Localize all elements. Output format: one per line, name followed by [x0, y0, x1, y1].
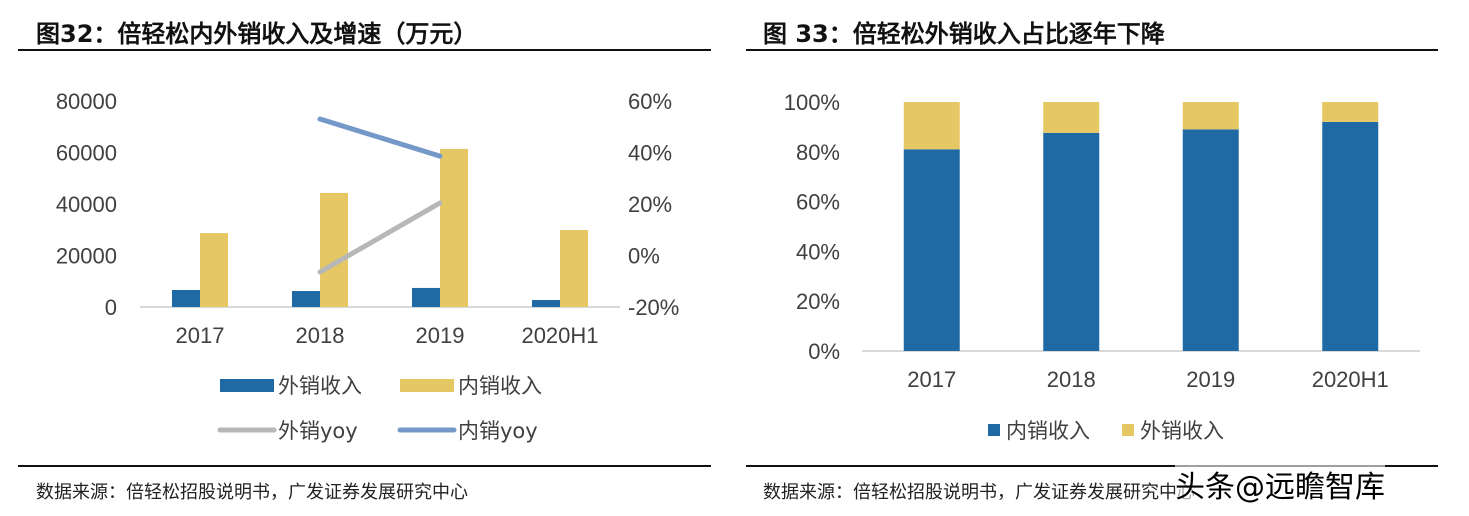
y-tick-label: 40000: [56, 192, 117, 217]
bar-内销收入: [200, 233, 228, 307]
x-tick-label: 2017: [907, 367, 956, 392]
y-tick-label: 80%: [796, 140, 840, 165]
legend-label: 内销收入: [1006, 419, 1090, 443]
bar-外销收入: [412, 287, 440, 307]
bar-外销收入: [1043, 102, 1100, 133]
y2-tick-label: 40%: [628, 141, 672, 166]
legend-label: 内销yoy: [458, 419, 538, 443]
bar-外销收入: [532, 300, 560, 307]
bar-内销收入: [1182, 129, 1239, 351]
y2-tick-label: 60%: [628, 89, 672, 114]
y2-tick-label: 20%: [628, 192, 672, 217]
bar-内销收入: [903, 149, 960, 351]
chart2-title-rule: [746, 49, 1438, 51]
x-tick-label: 2017: [176, 323, 225, 348]
legend-label: 外销收入: [278, 374, 362, 398]
chart1-title-rule: [18, 49, 711, 51]
bar-外销收入: [903, 102, 960, 150]
bar-内销收入: [440, 148, 468, 307]
legend-swatch: [220, 379, 274, 392]
bar-外销收入: [1322, 102, 1379, 122]
bar-内销收入: [1322, 121, 1379, 351]
legend-swatch: [988, 424, 1000, 436]
watermark: 头条@远瞻智库: [1175, 462, 1385, 506]
x-tick-label: 2019: [1186, 367, 1235, 392]
chart1-source-rule: [18, 465, 711, 467]
bar-外销收入: [292, 291, 320, 307]
x-tick-label: 2020H1: [1312, 367, 1389, 392]
chart2-source: 数据来源：倍轻松招股说明书，广发证券发展研究中心: [763, 482, 1195, 503]
y-tick-label: 20%: [796, 289, 840, 314]
bar-内销收入: [1043, 132, 1100, 351]
y-tick-label: 0: [105, 295, 117, 320]
y-tick-label: 80000: [56, 89, 117, 114]
bar-内销收入: [560, 230, 588, 307]
y-tick-label: 100%: [784, 90, 840, 115]
line-外销yoy: [317, 200, 443, 275]
y-tick-label: 60000: [56, 141, 117, 166]
y-tick-label: 60%: [796, 190, 840, 215]
chart1-source: 数据来源：倍轻松招股说明书，广发证券发展研究中心: [36, 482, 468, 503]
chart1-title: 图32：倍轻松内外销收入及增速（万元）: [36, 20, 478, 48]
y-tick-label: 40%: [796, 239, 840, 264]
x-tick-label: 2020H1: [521, 323, 598, 348]
chart2-source-rule: [746, 465, 1438, 467]
legend-swatch: [400, 379, 454, 392]
legend-label: 外销收入: [1140, 419, 1224, 443]
chart2-title: 图 33：倍轻松外销收入占比逐年下降: [763, 20, 1165, 48]
line-内销yoy: [317, 116, 443, 159]
y2-tick-label: 0%: [628, 244, 660, 269]
y-tick-label: 20000: [56, 244, 117, 269]
x-tick-label: 2019: [416, 323, 465, 348]
bar-外销收入: [1182, 102, 1239, 130]
y2-tick-label: -20%: [628, 295, 679, 320]
legend-label: 内销收入: [458, 374, 542, 398]
legend-swatch: [1122, 424, 1134, 436]
bar-外销收入: [172, 290, 200, 307]
bar-内销收入: [320, 192, 348, 307]
x-tick-label: 2018: [1047, 367, 1096, 392]
x-tick-label: 2018: [296, 323, 345, 348]
y-tick-label: 0%: [808, 339, 840, 364]
legend-label: 外销yoy: [278, 419, 358, 443]
